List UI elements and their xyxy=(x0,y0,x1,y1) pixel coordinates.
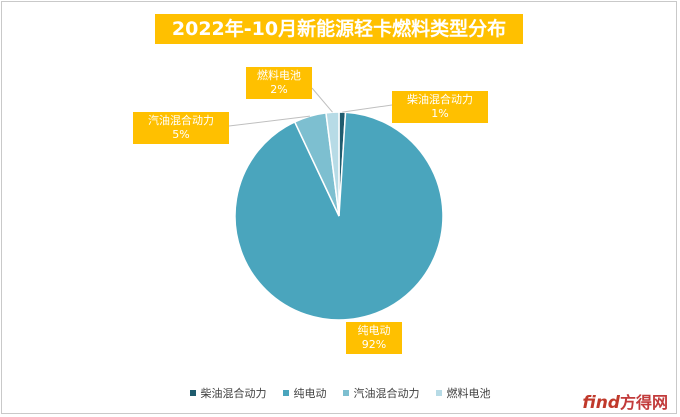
chart-legend: 柴油混合动力 纯电动 汽油混合动力 燃料电池 xyxy=(0,385,680,401)
data-label-gasoline-hybrid: 汽油混合动力 5% xyxy=(133,112,229,144)
data-label-diesel-hybrid: 柴油混合动力 1% xyxy=(392,91,488,123)
legend-item-fuel-cell: 燃料电池 xyxy=(435,385,491,401)
legend-swatch xyxy=(435,390,442,396)
legend-label: 燃料电池 xyxy=(446,387,491,400)
data-label-name: 汽油混合动力 xyxy=(148,114,214,127)
data-label-value: 1% xyxy=(431,107,449,120)
leader-line-diesel-hybrid xyxy=(342,104,393,113)
legend-label: 汽油混合动力 xyxy=(353,387,420,400)
chart-title: 2022年-10月新能源轻卡燃料类型分布 xyxy=(155,14,523,44)
legend-swatch xyxy=(282,390,289,396)
legend-swatch xyxy=(342,390,349,396)
legend-item-gasoline-hybrid: 汽油混合动力 xyxy=(342,385,420,401)
data-label-value: 5% xyxy=(172,128,190,141)
data-label-name: 纯电动 xyxy=(357,324,391,337)
data-label-value: 2% xyxy=(270,83,288,96)
data-label-name: 燃料电池 xyxy=(257,69,301,82)
data-label-fuel-cell: 燃料电池 2% xyxy=(246,67,312,99)
watermark-cn: 方得网 xyxy=(619,393,668,412)
data-label-value: 92% xyxy=(361,338,387,351)
legend-item-diesel-hybrid: 柴油混合动力 xyxy=(189,385,267,401)
legend-swatch xyxy=(189,390,196,396)
data-label-pure-electric: 纯电动 92% xyxy=(346,322,402,354)
legend-label: 纯电动 xyxy=(293,387,327,400)
leader-line-fuel-cell xyxy=(311,87,333,113)
watermark-logo: find方得网 xyxy=(582,389,668,413)
legend-label: 柴油混合动力 xyxy=(200,387,267,400)
legend-item-pure-electric: 纯电动 xyxy=(282,385,327,401)
watermark-brand: find xyxy=(582,393,620,413)
leader-line-gasoline-hybrid xyxy=(228,115,311,127)
data-label-name: 柴油混合动力 xyxy=(407,93,473,106)
